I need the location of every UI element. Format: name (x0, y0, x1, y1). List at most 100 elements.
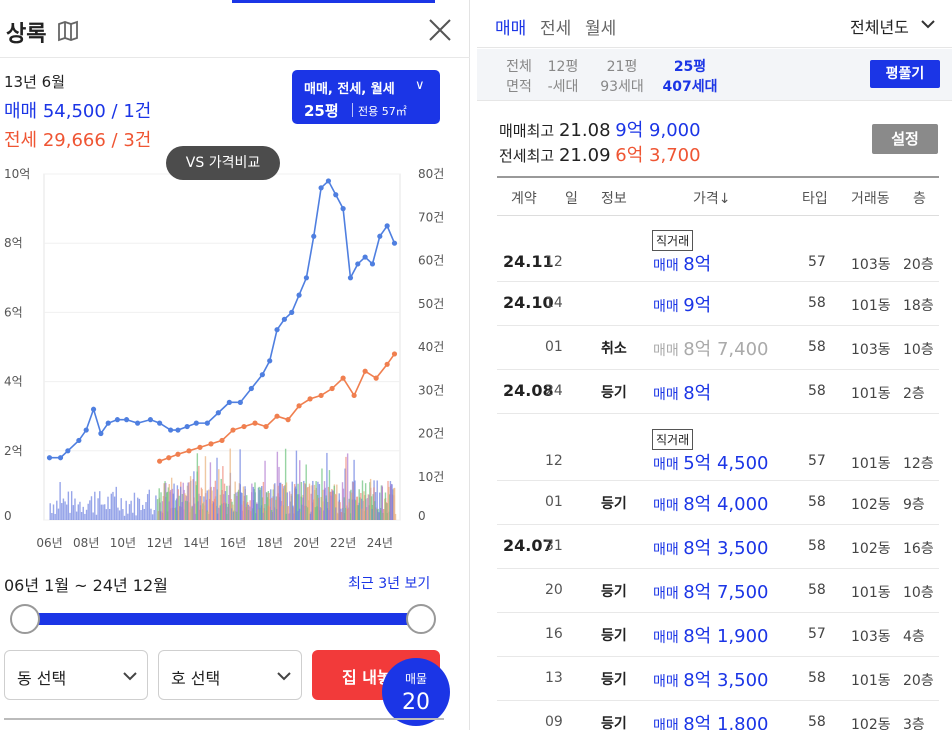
tab-trade[interactable]: 매매 (495, 19, 527, 39)
volume-bar (199, 496, 202, 520)
x-tick-label: 08년 (73, 536, 99, 550)
volume-bar (145, 502, 147, 520)
price-value: 9억 (683, 295, 712, 316)
col-price-sort[interactable]: 가격↓ (693, 191, 731, 207)
close-icon[interactable] (427, 17, 453, 43)
table-row[interactable]: 16 등기 매매 8억 1,900 57 103동 4층 (497, 613, 939, 657)
volume-bar (363, 491, 365, 520)
volume-bar (357, 505, 359, 520)
slider-start-handle[interactable] (10, 604, 40, 634)
deal-kind: 매매 (653, 387, 679, 403)
table-row[interactable]: 24.11 12 직거래 매매 8억 57 103동 20층 (497, 219, 939, 282)
x-tick-label: 20년 (293, 536, 319, 550)
table-row[interactable]: 24.10 14 매매 9억 58 101동 18층 (497, 282, 939, 326)
volume-bar (234, 481, 236, 520)
volume-bar (309, 513, 312, 520)
type-selector-button[interactable]: 매매, 전세, 월세 ∨ 25평 전용 57㎡ (292, 70, 440, 124)
tab-monthly[interactable]: 월세 (585, 19, 617, 39)
area-bottom: -세대 (547, 79, 579, 95)
volume-bar (227, 503, 230, 520)
col-info: 정보 (601, 191, 627, 207)
volume-bar (193, 471, 195, 520)
data-point (248, 385, 254, 392)
price-chart: 0 2억 4억 6억 8억 10억 0 10건 20건 30건 40건 50건 60건 70건 80건 06년… (4, 167, 444, 550)
divider (4, 718, 444, 720)
volume-bar (69, 512, 71, 520)
table-row[interactable]: 13 등기 매매 8억 3,500 58 101동 20층 (497, 657, 939, 701)
data-point (362, 368, 368, 374)
y2-tick-label: 40건 (418, 340, 444, 354)
volume-bar (206, 490, 208, 520)
volume-bar (257, 487, 260, 520)
volume-bar (317, 497, 320, 520)
volume-bar (364, 495, 366, 520)
deal-kind: 매매 (653, 457, 679, 473)
volume-bar (265, 510, 267, 520)
chevron-down-icon[interactable] (921, 17, 935, 31)
table-row[interactable]: 24.08 24 등기 매매 8억 58 101동 2층 (497, 370, 939, 414)
volume-bar (205, 499, 208, 520)
data-point (226, 399, 232, 405)
volume-bar (270, 510, 273, 520)
listing-count-bubble[interactable]: 매물 20 (382, 658, 450, 726)
area-option-12[interactable]: 12평 -세대 (543, 57, 583, 97)
table-row[interactable]: 20 등기 매매 8억 7,500 58 101동 10층 (497, 569, 939, 613)
volume-bar (308, 483, 311, 520)
recent-3y-link[interactable]: 최근 3년 보기 (348, 576, 431, 592)
volume-bar (303, 505, 306, 520)
volume-bar (104, 504, 106, 520)
dong-select[interactable]: 동 선택 (4, 650, 148, 700)
year-filter[interactable]: 전체년도 (850, 18, 909, 37)
area-option-all[interactable]: 전체 면적 (499, 57, 539, 97)
data-point (184, 423, 190, 430)
volume-bar (224, 502, 226, 520)
area-option-21[interactable]: 21평 93세대 (597, 57, 647, 97)
vs-compare-button[interactable]: VS 가격비교 (166, 146, 280, 180)
volume-bar (173, 483, 175, 520)
contract-day: 16 (545, 626, 563, 642)
volume-bar (223, 483, 226, 520)
max-rent-date: 21.09 (558, 145, 611, 166)
area-option-25[interactable]: 25평 407세대 (657, 57, 723, 97)
volume-bar (308, 500, 310, 520)
volume-bar (326, 452, 328, 520)
max-trade-date: 21.08 (558, 120, 611, 141)
volume-bar (185, 496, 188, 520)
area-top: 전체 (506, 59, 532, 75)
floor: 20층 (903, 673, 934, 689)
map-icon[interactable] (57, 20, 79, 42)
settings-button[interactable]: 설정 (872, 124, 938, 154)
deal-kind: 매매 (653, 299, 679, 315)
volume-bar (188, 502, 190, 520)
table-row[interactable]: 09 등기 매매 8억 1,800 58 102동 3층 (497, 701, 939, 730)
table-row[interactable]: 01 취소 매매 8억 7,400 58 103동 10층 (497, 326, 939, 370)
ho-select[interactable]: 호 선택 (158, 650, 302, 700)
volume-bar (335, 494, 337, 520)
volume-bar (266, 497, 269, 520)
volume-bar (180, 506, 183, 520)
pyeong-button[interactable]: 평풀기 (870, 60, 940, 88)
volume-bar (267, 491, 270, 520)
slider-end-handle[interactable] (406, 604, 436, 634)
table-row[interactable]: 24.07 31 매매 8억 3,500 58 102동 16층 (497, 525, 939, 569)
volume-bar (263, 507, 265, 520)
deal-kind: 매매 (653, 498, 679, 514)
tab-jeonse[interactable]: 전세 (540, 19, 572, 39)
period-slider[interactable] (0, 600, 450, 640)
floor: 20층 (903, 257, 934, 273)
size-label: 25평 (304, 102, 339, 120)
volume-bar (310, 511, 312, 520)
volume-bar (168, 501, 170, 520)
area-top: 21평 (606, 59, 638, 75)
volume-bar (172, 493, 175, 520)
volume-bar (306, 487, 308, 520)
floor: 2층 (903, 386, 925, 402)
x-tick-label: 12년 (146, 536, 172, 550)
volume-bar (99, 491, 101, 520)
table-row[interactable]: 12 직거래 매매 5억 4,500 57 101동 12층 (497, 414, 939, 481)
slider-track[interactable] (25, 613, 422, 625)
volume-bar (384, 492, 387, 520)
deal-kind: 매매 (653, 630, 679, 646)
table-row[interactable]: 01 등기 매매 8억 4,000 58 102동 9층 (497, 481, 939, 525)
trade-summary: 매매 54,500 / 1건 (4, 101, 152, 122)
